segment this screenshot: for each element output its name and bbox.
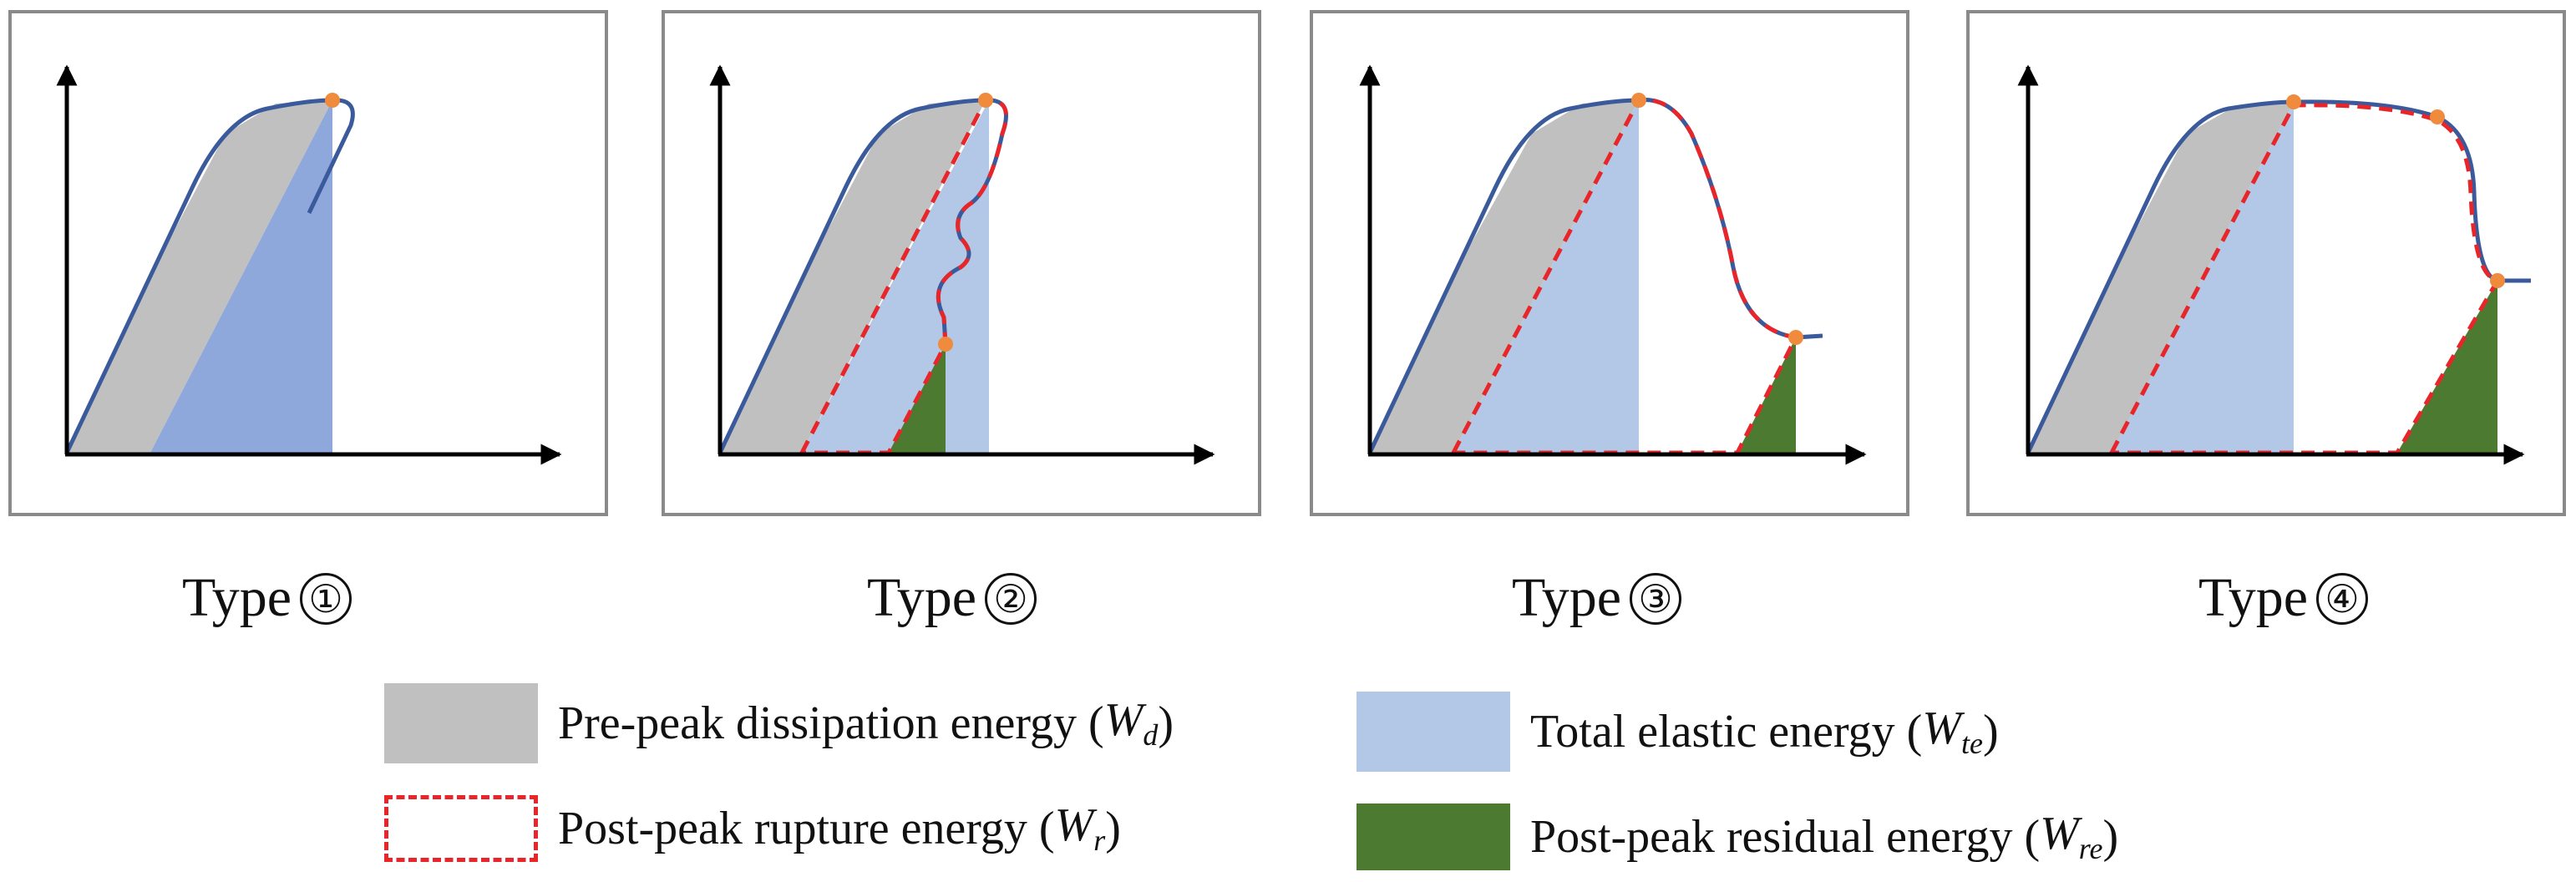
caption-word: Type	[867, 567, 977, 628]
symbol-letter: W	[1103, 694, 1143, 747]
legend-label: Pre-peak dissipation energy (	[558, 697, 1104, 749]
legend-symbol: Wd	[1104, 693, 1159, 753]
symbol-letter: W	[1054, 799, 1094, 852]
legend-label: Total elastic energy (	[1530, 706, 1923, 758]
stress-strain-curve	[64, 98, 355, 454]
peak-point	[978, 93, 993, 108]
legend-symbol: Wre	[2040, 807, 2102, 866]
legend-swatch-elastic	[1356, 692, 1510, 772]
energy-type-diagrams	[8, 10, 2566, 516]
panel-type-2	[662, 10, 1261, 516]
legend-residual: Post-peak residual energy (Wre)	[1356, 803, 2118, 870]
residual-point	[938, 337, 953, 352]
rupture-outline	[798, 98, 1008, 455]
legend-swatch-dissipation	[384, 683, 538, 763]
residual-point	[1788, 330, 1803, 345]
legend-close-paren: )	[2102, 811, 2119, 863]
legend-swatch-residual	[1356, 803, 1510, 870]
caption-word: Type	[1512, 567, 1622, 628]
legend-elastic: Total elastic energy (Wte)	[1356, 692, 1999, 772]
dissipation-area	[1370, 100, 1639, 453]
legend-label: Post-peak residual energy (	[1530, 811, 2041, 863]
caption-type-1: Type ①	[182, 566, 352, 630]
caption-number: ④	[2316, 573, 2369, 625]
panel-type-4	[1966, 10, 2566, 516]
symbol-letter: W	[2040, 808, 2079, 860]
caption-type-2: Type ②	[867, 566, 1037, 630]
dissipation-area	[2028, 102, 2294, 453]
peak-point	[325, 93, 340, 108]
panel-type-3	[1310, 10, 1909, 516]
peak-point	[2286, 94, 2301, 109]
stress-strain-curve	[2026, 99, 2531, 454]
dissipation-area	[67, 100, 332, 453]
caption-number: ③	[1630, 573, 1682, 625]
legend-close-paren: )	[1982, 706, 1999, 758]
legend-symbol: Wte	[1922, 702, 1983, 761]
caption-number: ①	[300, 573, 352, 625]
symbol-letter: W	[1922, 702, 1961, 755]
dissipation-area	[720, 100, 986, 453]
residual-point	[2490, 273, 2505, 288]
caption-word: Type	[2198, 567, 2309, 628]
shoulder-point	[2430, 109, 2445, 124]
caption-type-4: Type ④	[2198, 566, 2369, 630]
symbol-subscript: d	[1143, 718, 1159, 753]
caption-word: Type	[182, 567, 292, 628]
rupture-outline	[1449, 98, 1799, 455]
legend-rupture: Post-peak rupture energy (Wr)	[384, 795, 1121, 862]
symbol-subscript: te	[1960, 727, 1983, 761]
rupture-outline	[2107, 103, 2501, 455]
legend-dissipation: Pre-peak dissipation energy (Wd)	[384, 683, 1174, 763]
caption-type-3: Type ③	[1512, 566, 1682, 630]
legend-label: Post-peak rupture energy (	[558, 803, 1055, 854]
panel-type-1	[8, 10, 608, 516]
legend-swatch-rupture	[384, 795, 538, 862]
symbol-subscript: r	[1093, 824, 1106, 858]
peak-point	[1631, 93, 1646, 108]
legend-close-paren: )	[1105, 803, 1121, 854]
symbol-subscript: re	[2078, 832, 2103, 866]
caption-number: ②	[985, 573, 1037, 625]
elastic-area	[150, 100, 332, 453]
legend-close-paren: )	[1158, 697, 1174, 749]
legend-symbol: Wr	[1055, 798, 1106, 858]
